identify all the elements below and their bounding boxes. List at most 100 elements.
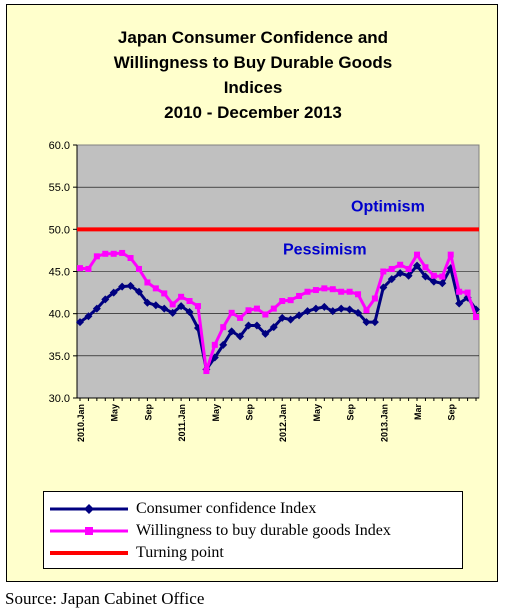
data-point — [151, 301, 160, 310]
data-point — [371, 295, 378, 302]
optimism-label: Optimism — [351, 199, 425, 216]
x-tick-label: May — [110, 404, 120, 422]
y-tick-label: 45.0 — [49, 267, 70, 279]
data-point — [237, 314, 244, 321]
legend-label-consumer: Consumer confidence Index — [136, 500, 317, 517]
consumer-confidence-swatch-icon — [50, 504, 128, 514]
data-point — [370, 318, 379, 327]
data-point — [101, 295, 110, 304]
legend-item-consumer: Consumer confidence Index — [44, 498, 462, 520]
data-point — [362, 318, 371, 327]
x-tick-label: Sep — [447, 404, 457, 421]
data-point — [92, 304, 101, 313]
legend-label-willingness: Willingness to buy durable goods Index — [136, 522, 391, 539]
data-point — [194, 303, 201, 310]
x-tick-label: May — [211, 404, 221, 422]
data-point — [321, 285, 328, 292]
x-tick-label: 2013.Jan — [379, 404, 389, 442]
data-point — [464, 289, 471, 296]
data-point — [178, 293, 185, 300]
data-point — [388, 265, 395, 272]
x-tick-label: Mar — [413, 404, 423, 421]
data-point — [345, 305, 354, 314]
data-point — [118, 282, 127, 291]
willingness-swatch-icon — [50, 527, 128, 535]
data-point — [261, 329, 270, 338]
data-point — [143, 298, 152, 307]
data-point — [127, 255, 134, 262]
y-tick-label: 30.0 — [49, 393, 70, 405]
y-axis: 60.0 55.0 50.0 45.0 40.0 35.0 30.0 — [49, 140, 78, 405]
data-point — [279, 298, 286, 305]
data-point — [430, 272, 437, 279]
data-point — [456, 288, 463, 295]
data-point — [228, 309, 235, 316]
data-point — [354, 308, 363, 317]
data-point — [303, 307, 312, 316]
data-point — [286, 315, 295, 324]
x-tick-label: May — [312, 404, 322, 422]
data-point — [211, 341, 218, 348]
data-point — [161, 290, 168, 297]
data-point — [328, 307, 337, 316]
data-point — [227, 327, 236, 336]
pessimism-label: Pessimism — [283, 242, 367, 259]
data-point — [346, 288, 353, 295]
data-point — [169, 301, 176, 308]
data-point — [160, 304, 169, 313]
data-point — [85, 265, 92, 272]
data-point — [269, 323, 278, 332]
x-tick-label: 2011.Jan — [177, 404, 187, 442]
chart-title-line-2: Willingness to Buy Durable Goods — [113, 53, 393, 72]
data-point — [126, 281, 135, 290]
plot-svg: 60.0 55.0 50.0 45.0 40.0 35.0 30.0 2010.Jan May… — [49, 140, 480, 442]
data-point — [244, 321, 253, 330]
data-point — [134, 287, 143, 296]
data-point — [245, 307, 252, 314]
x-tick-label: 2010.Jan — [76, 404, 86, 442]
data-point — [363, 307, 370, 314]
x-tick-label: Sep — [143, 404, 153, 421]
data-point — [278, 313, 287, 322]
chart-title-line-3: Indices — [223, 78, 283, 97]
y-tick-label: 40.0 — [49, 309, 70, 321]
data-point — [405, 265, 412, 272]
data-point — [439, 273, 446, 280]
data-point — [287, 297, 294, 304]
data-point — [186, 298, 193, 305]
data-point — [396, 269, 405, 278]
data-point — [177, 302, 186, 311]
data-point — [387, 275, 396, 284]
data-point — [311, 304, 320, 313]
data-point — [135, 265, 142, 272]
data-point — [429, 277, 438, 286]
data-point — [77, 265, 83, 272]
data-point — [152, 285, 159, 292]
legend-item-willingness: Willingness to buy durable goods Index — [44, 520, 462, 542]
data-point — [76, 318, 84, 327]
data-point — [422, 264, 429, 271]
source-note: Source: Japan Cabinet Office — [5, 589, 205, 608]
data-point — [397, 261, 404, 268]
data-point — [404, 271, 413, 280]
data-point — [270, 305, 277, 312]
y-tick-label: 35.0 — [49, 351, 70, 363]
turning-point-swatch-icon — [50, 551, 128, 555]
chart-title-line-4: 2010 - December 2013 — [164, 103, 342, 122]
data-point — [304, 288, 311, 295]
chart-title: Japan Consumer Confidence and Willingnes… — [7, 25, 499, 125]
y-tick-label: 60.0 — [49, 140, 70, 152]
data-point — [93, 253, 100, 260]
data-point — [296, 292, 303, 299]
data-point — [421, 272, 430, 281]
data-point — [473, 314, 479, 321]
y-tick-label: 50.0 — [49, 224, 70, 236]
data-point — [414, 251, 421, 258]
data-point — [380, 268, 387, 275]
data-point — [203, 368, 210, 375]
data-point — [185, 307, 194, 316]
x-tick-label: Sep — [245, 404, 255, 421]
data-point — [219, 340, 228, 349]
y-tick-label: 55.0 — [49, 182, 70, 194]
legend-label-turning-point: Turning point — [136, 544, 224, 561]
